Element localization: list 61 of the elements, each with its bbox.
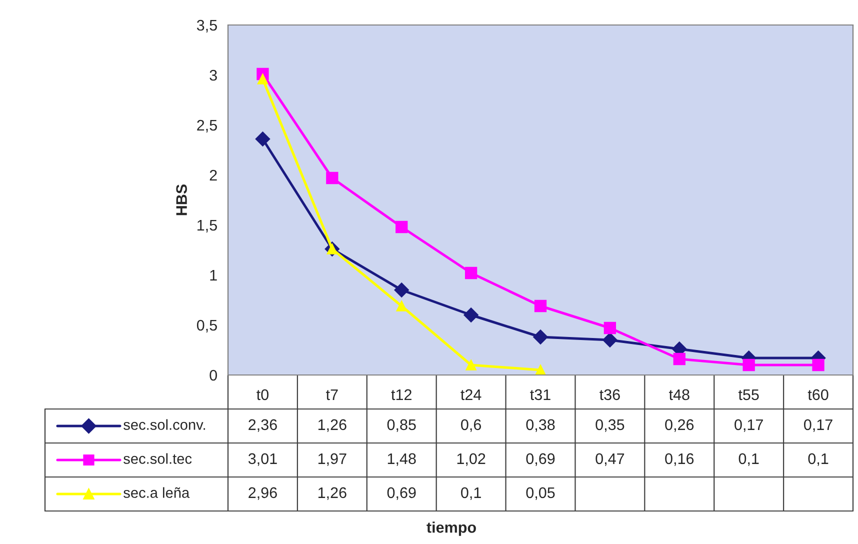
data-label: 0,69 — [387, 487, 416, 500]
data-label: 0,47 — [596, 453, 624, 466]
x-tick-label: t48 — [669, 389, 690, 400]
data-label: 0,1 — [461, 487, 481, 500]
x-tick-label: t60 — [808, 389, 828, 400]
x-tick-label: t24 — [460, 389, 482, 400]
data-label: 0,1 — [738, 453, 759, 466]
y-tick-label: 0 — [210, 370, 217, 381]
point — [534, 300, 547, 312]
point — [257, 74, 268, 84]
point — [604, 322, 616, 334]
data-label: 0,35 — [596, 419, 624, 432]
point — [326, 172, 338, 184]
y-tick-label: 0,5 — [196, 320, 217, 332]
x-tick-label: t0 — [256, 389, 268, 400]
data-label: 1,26 — [318, 487, 346, 500]
data-label: 0,69 — [526, 453, 555, 466]
data-label: 0,26 — [665, 419, 694, 432]
data-label: 0,17 — [734, 419, 763, 432]
legend-label: sec.a leña — [124, 487, 190, 498]
y-tick-label: 2,5 — [197, 120, 217, 132]
x-tick-label: t7 — [326, 389, 338, 400]
x-tick-label: t55 — [738, 389, 759, 400]
point — [533, 330, 548, 344]
x-tick-label: t36 — [600, 389, 620, 400]
y-tick-label: 3 — [210, 70, 217, 81]
data-label: 1,02 — [457, 453, 486, 466]
data-label: 0,1 — [808, 453, 828, 466]
y-tick-label: 3,5 — [196, 20, 217, 32]
data-label: 2,96 — [248, 487, 277, 500]
x-tick-label: t12 — [391, 389, 412, 400]
y-tick-label: 1,5 — [198, 220, 217, 232]
data-label: 1,48 — [388, 453, 416, 466]
data-label: 1,97 — [318, 453, 346, 466]
data-label: 0,05 — [526, 487, 555, 500]
x-tick-label: t31 — [530, 389, 550, 400]
y-tick-label: 1 — [210, 270, 217, 281]
point — [394, 282, 410, 298]
text: tiempo — [426, 522, 476, 536]
point — [255, 132, 270, 146]
point — [812, 358, 824, 372]
legend-label: sec.sol.conv. — [124, 419, 206, 430]
data-label: 3,01 — [248, 453, 277, 466]
point — [396, 220, 408, 234]
legend-label: sec.sol.tec — [124, 453, 192, 464]
point — [742, 358, 755, 372]
data-label: 0,17 — [804, 419, 832, 432]
data-label: 1,26 — [318, 419, 346, 432]
point — [466, 360, 476, 370]
point — [673, 352, 686, 366]
data-label: 0,85 — [387, 419, 416, 432]
y-axis-title: HBS — [176, 184, 187, 216]
point — [602, 332, 618, 348]
point — [464, 266, 478, 280]
data-label: 0,16 — [665, 453, 694, 466]
y-tick-label: 2 — [210, 170, 217, 181]
data-label: 0,6 — [461, 419, 482, 432]
point — [396, 300, 407, 312]
data-label: 0,38 — [526, 419, 555, 432]
point — [464, 308, 478, 322]
data-label: 2,36 — [248, 419, 277, 432]
